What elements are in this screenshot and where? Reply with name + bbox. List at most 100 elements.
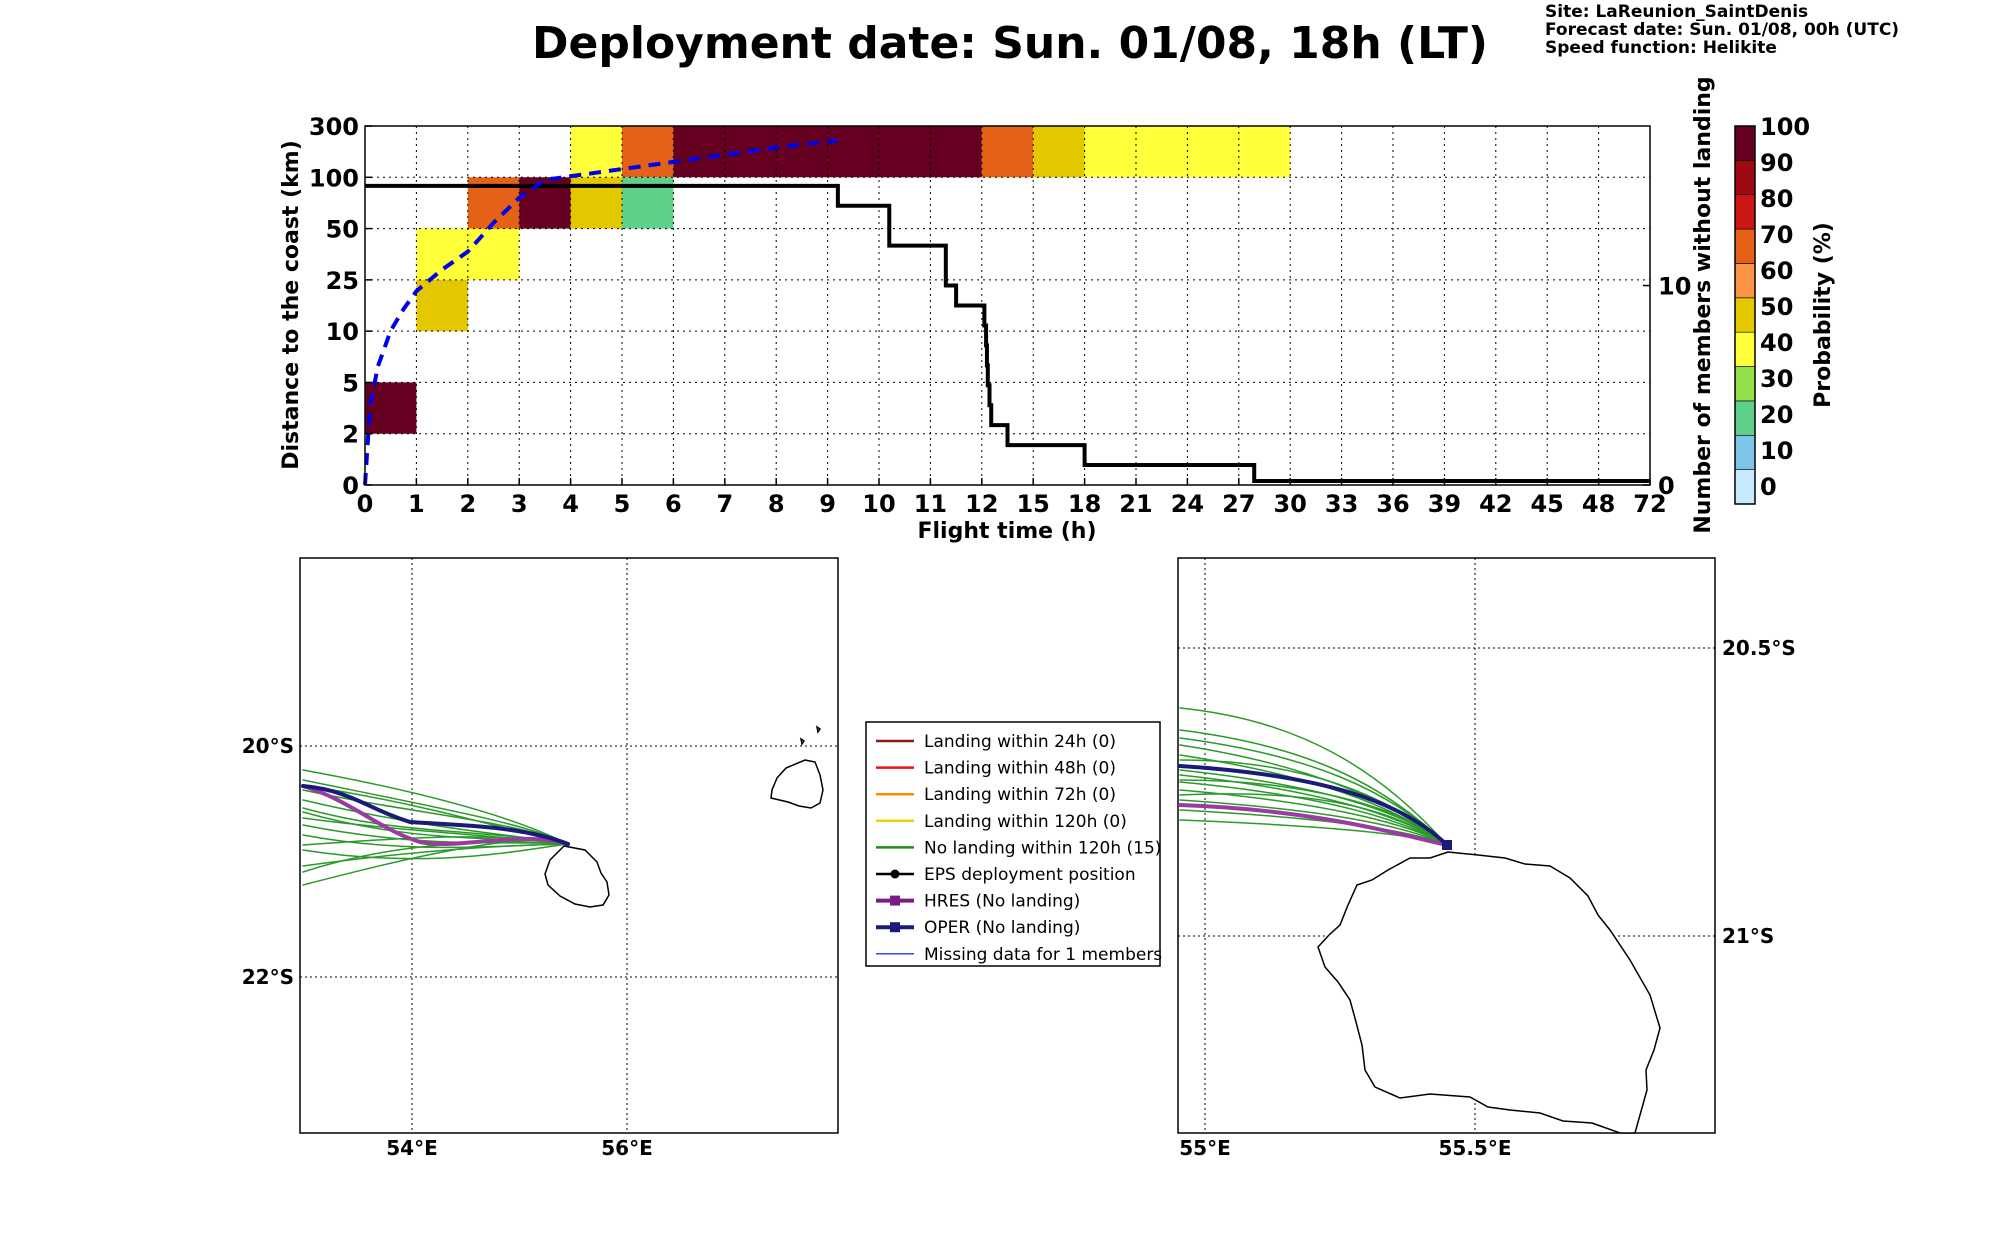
y2-tick-label: 0 <box>1658 472 1675 500</box>
legend-item-label: EPS deployment position <box>924 865 1136 885</box>
x-tick-label: 72 <box>1633 490 1666 518</box>
y-axis-label: Distance to the coast (km) <box>279 140 304 470</box>
left-map-lon-label: 54°E <box>386 1136 438 1160</box>
x-tick-label: 2 <box>459 490 476 518</box>
x-tick-label: 30 <box>1273 490 1306 518</box>
deployment-position-marker <box>1442 840 1452 850</box>
legend-item: HRES (No landing) <box>876 892 1080 912</box>
x-tick-label: 21 <box>1119 490 1152 518</box>
right-map-lon-label: 55.5°E <box>1438 1136 1511 1160</box>
right-map-lat-label: 20.5°S <box>1722 636 1796 660</box>
colorbar-tick-label: 100 <box>1760 113 1810 141</box>
x-tick-label: 4 <box>562 490 579 518</box>
colorbar-bin <box>1734 331 1756 367</box>
probability-colorbar: 0 10 20 30 40 50 60 70 80 90 100 Probability (%) <box>1734 113 1836 505</box>
left-map-lon-label: 56°E <box>601 1136 653 1160</box>
left-map-coastlines <box>544 725 824 908</box>
legend-item-label: Landing within 72h (0) <box>924 785 1116 805</box>
y-tick-label: 10 <box>326 318 359 346</box>
colorbar-tick-label: 10 <box>1760 437 1793 465</box>
colorbar-tick-label: 50 <box>1760 293 1793 321</box>
x-tick-label: 11 <box>914 490 947 518</box>
x-tick-label: 7 <box>716 490 733 518</box>
mean-distance-curve <box>363 138 839 486</box>
x-tick-label: 15 <box>1016 490 1049 518</box>
figure-title: Deployment date: Sun. 01/08, 18h (LT) <box>532 18 1488 69</box>
y-tick-label: 100 <box>309 164 359 192</box>
colorbar-tick-label: 80 <box>1760 185 1793 213</box>
legend-item: Landing within 72h (0) <box>876 785 1116 805</box>
right-map-coastline <box>1317 851 1661 1134</box>
legend-item: Landing within 48h (0) <box>876 759 1116 779</box>
x-tick-label: 12 <box>965 490 998 518</box>
probability-cell <box>981 126 1034 178</box>
legend-frame <box>865 721 1161 967</box>
x-axis-label: Flight time (h) <box>917 519 1096 544</box>
probability-cell <box>1033 126 1085 178</box>
colorbar-title: Probability (%) <box>1811 222 1836 408</box>
legend-item: Landing within 120h (0) <box>876 812 1127 832</box>
colorbar-ticks: 0 10 20 30 40 50 60 70 80 90 100 <box>1760 113 1810 501</box>
colorbar-bin <box>1734 194 1756 230</box>
x-tick-label: 8 <box>768 490 785 518</box>
x-tick-label: 3 <box>511 490 528 518</box>
colorbar-tick-label: 90 <box>1760 149 1793 177</box>
left-map-lat-label: 20°S <box>242 734 294 758</box>
legend-items: Landing within 24h (0) Landing within 48h… <box>876 732 1162 965</box>
legend-item: Landing within 24h (0) <box>876 732 1116 752</box>
colorbar-tick-label: 30 <box>1760 365 1793 393</box>
right-map-lon-label: 55°E <box>1179 1136 1231 1160</box>
colorbar-bin <box>1734 366 1756 402</box>
right-map-trajectories <box>1178 707 1449 847</box>
legend-item-label: Landing within 24h (0) <box>924 732 1116 752</box>
colorbar-bin <box>1734 125 1756 161</box>
legend-swatch-marker <box>890 869 900 879</box>
map-legend: Landing within 24h (0) Landing within 48h… <box>865 721 1162 967</box>
legend-item: No landing within 120h (15) <box>876 838 1161 858</box>
x-tick-label: 1 <box>408 490 425 518</box>
y-tick-label: 25 <box>326 267 359 295</box>
x-tick-label: 18 <box>1068 490 1101 518</box>
x-tick-label: 45 <box>1530 490 1563 518</box>
x-tick-label: 5 <box>614 490 631 518</box>
x-tick-label: 0 <box>357 490 374 518</box>
legend-item: OPER (No landing) <box>876 918 1080 938</box>
colorbar-bin <box>1734 297 1756 333</box>
colorbar-bins <box>1734 125 1756 505</box>
probability-cell <box>365 382 417 434</box>
x-tick-label: 27 <box>1222 490 1255 518</box>
colorbar-tick-label: 70 <box>1760 221 1793 249</box>
colorbar-tick-label: 60 <box>1760 257 1793 285</box>
x-tick-label: 39 <box>1428 490 1461 518</box>
chart-frame <box>364 125 1651 486</box>
y2-tick-label: 10 <box>1658 273 1691 301</box>
y-tick-label: 5 <box>342 369 359 397</box>
x-tick-label: 24 <box>1171 490 1204 518</box>
right-map-labels: 55°E 55.5°E 20.5°S 21°S <box>1179 636 1796 1160</box>
left-map-grid <box>300 558 838 1133</box>
right-map: 55°E 55.5°E 20.5°S 21°S <box>1177 557 1796 1160</box>
left-map-lat-label: 22°S <box>242 965 294 989</box>
legend-item-label: Landing within 120h (0) <box>924 812 1127 832</box>
x-tick-label: 33 <box>1325 490 1358 518</box>
y2-axis-label: Number of members without landing <box>1691 76 1716 533</box>
x-tick-label: 36 <box>1376 490 1409 518</box>
x-axis-ticks: 0 1 2 3 4 5 6 7 8 9 10 11 12 15 18 21 24 27 30 33 36 39 42 45 48… <box>357 478 1667 518</box>
x-tick-label: 10 <box>862 490 895 518</box>
left-map-labels: 54°E 56°E 20°S 22°S <box>242 734 653 1160</box>
members-without-landing-line <box>365 183 1650 484</box>
colorbar-tick-label: 20 <box>1760 401 1793 429</box>
y-tick-label: 300 <box>309 113 359 141</box>
colorbar-bin <box>1734 160 1756 196</box>
right-map-lat-label: 21°S <box>1722 924 1774 948</box>
legend-item-label: No landing within 120h (15) <box>924 838 1161 858</box>
legend-swatch-marker <box>890 895 900 906</box>
x-tick-label: 6 <box>665 490 682 518</box>
probability-cell <box>416 279 468 332</box>
x-tick-label: 9 <box>819 490 836 518</box>
x-tick-label: 42 <box>1479 490 1512 518</box>
speed-info: Speed function: Helikite <box>1545 38 1777 58</box>
y-tick-label: 2 <box>342 421 359 449</box>
